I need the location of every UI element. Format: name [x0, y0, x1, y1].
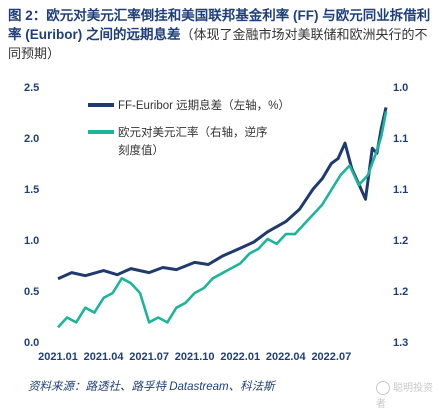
- x-axis-tick-label: 2022.04: [266, 351, 307, 363]
- chart-title-main: 图 2：欧元对美元汇率倒挂和美国联邦基金利率 (FF) 与欧元同业拆借利率 (E…: [8, 8, 431, 42]
- x-axis-tick-label: 2021.04: [84, 351, 125, 363]
- x-axis-tick-label: 2022.07: [311, 351, 351, 363]
- left-axis-tick-label: 2.5: [24, 82, 39, 94]
- chart-title-sub: （体现了金融市场对美联储和欧洲央行的不同预期）: [8, 27, 428, 61]
- chart-title: 图 2：欧元对美元汇率倒挂和美国联邦基金利率 (FF) 与欧元同业拆借利率 (E…: [8, 6, 436, 63]
- left-axis-tick-label: 2.0: [24, 133, 39, 145]
- watermark-text: 聪明投资者: [376, 383, 433, 410]
- watermark: 聪明投资者: [376, 379, 442, 410]
- source-note: 资料来源：路透社、路孚特 Datastream、科法斯: [28, 381, 275, 393]
- x-axis-tick-label: 2021.01: [38, 351, 78, 363]
- right-axis-tick-label: 1.1: [393, 184, 408, 196]
- left-axis-tick-label: 1.5: [24, 184, 39, 196]
- left-axis-tick-label: 1.0: [24, 235, 39, 247]
- right-axis-tick-label: 1.1: [393, 133, 408, 145]
- legend-label-ff-euribor: FF-Euribor 远期息差（左轴，%）: [118, 98, 290, 112]
- x-axis-tick-label: 2021.07: [129, 351, 169, 363]
- right-axis-tick-label: 1.2: [393, 235, 408, 247]
- left-axis-tick-label: 0.0: [24, 337, 39, 349]
- right-axis-tick-label: 1.2: [393, 286, 408, 298]
- right-axis-tick-label: 1.0: [393, 82, 408, 94]
- series-line-ff-euribor: [57, 107, 388, 281]
- left-axis-tick-label: 0.5: [24, 286, 39, 298]
- right-axis-tick-label: 1.3: [393, 337, 408, 349]
- x-axis-tick-label: 2021.10: [175, 351, 215, 363]
- watermark-logo-icon: [376, 381, 390, 396]
- series-line-eurusd: [57, 111, 388, 329]
- legend-label-eurusd-line1: 欧元对美元汇率（右轴，逆序: [118, 125, 268, 139]
- x-axis-tick-label: 2022.01: [220, 351, 260, 363]
- legend-label-eurusd-line2: 刻度值）: [118, 143, 164, 157]
